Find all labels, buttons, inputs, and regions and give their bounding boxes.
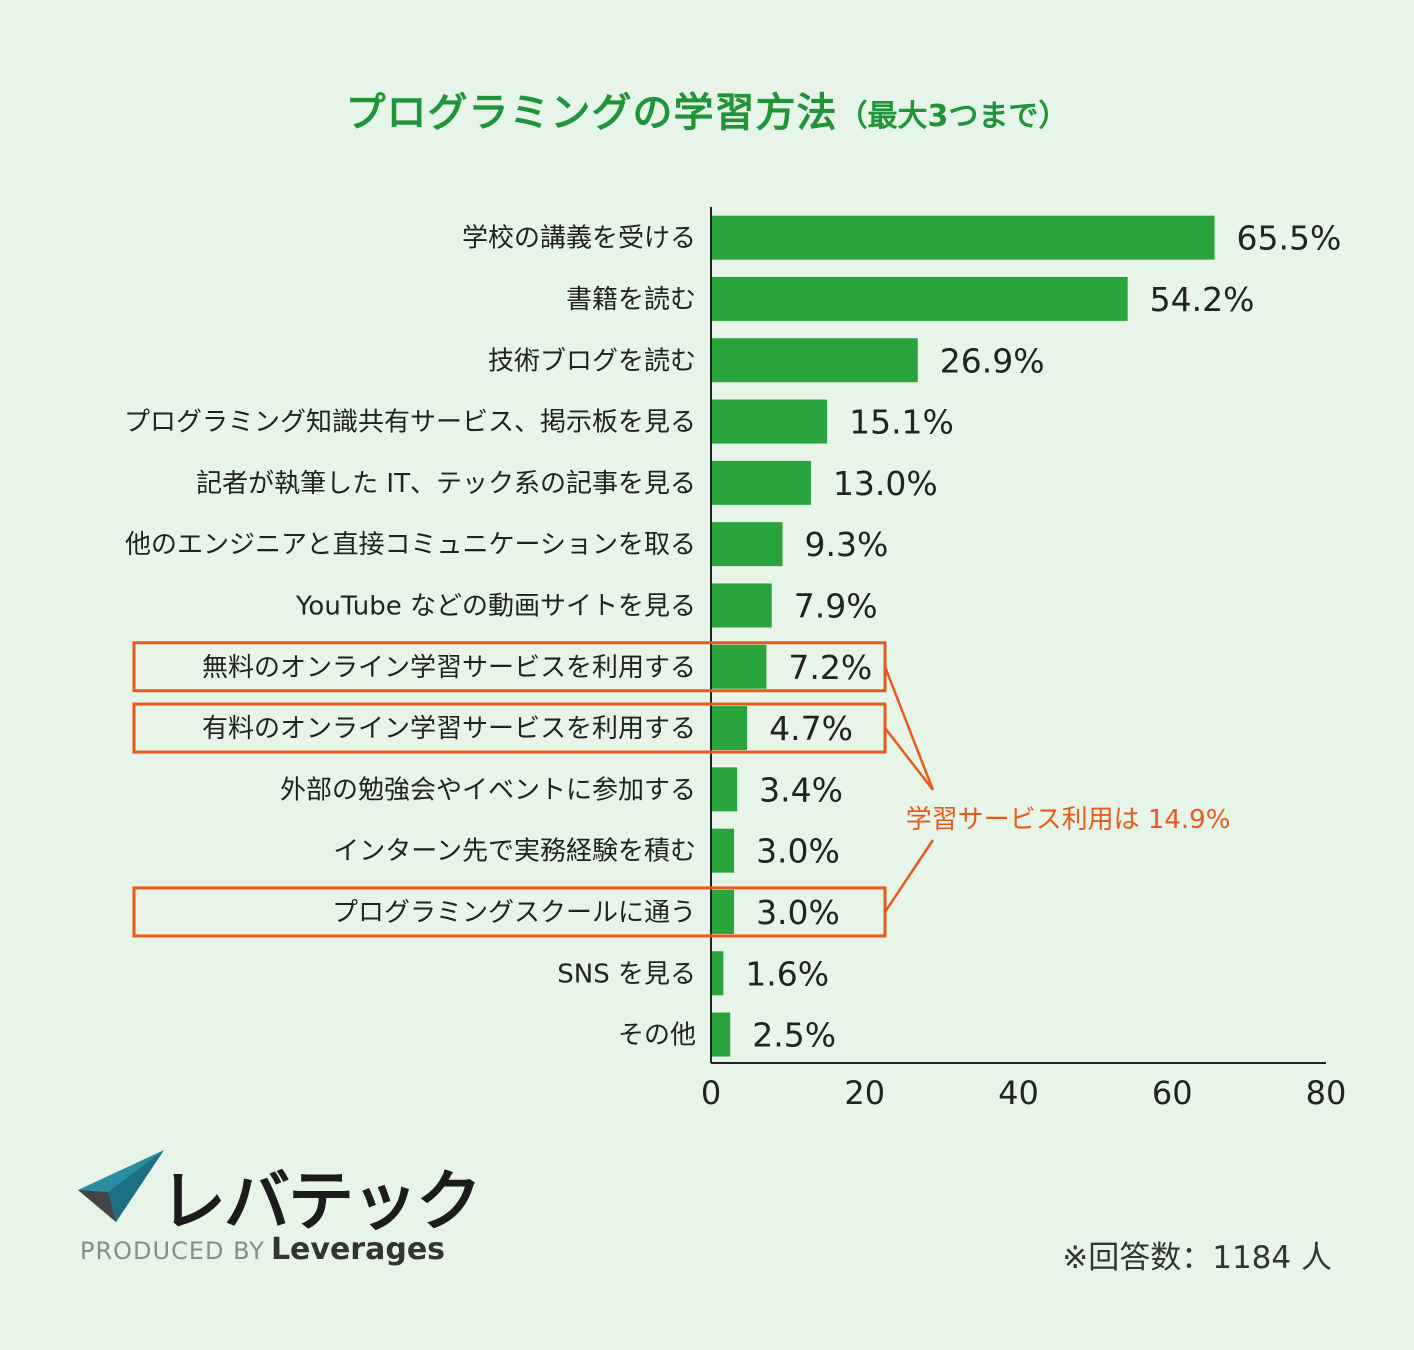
- value-label: 7.2%: [788, 648, 872, 687]
- value-label: 1.6%: [745, 954, 829, 993]
- logo-mark-icon: [78, 1150, 164, 1222]
- bar-chart: 学校の講義を受ける 65.5% 書籍を読む 54.2% 技術ブログを読む 26.9% プログ…: [124, 207, 1347, 1112]
- bar: [711, 644, 767, 689]
- bar: [711, 276, 1128, 321]
- category-label: 外部の勉強会やイベントに参加する: [280, 775, 696, 805]
- value-label: 2.5%: [752, 1016, 836, 1055]
- chart-title-main: プログラミングの学習方法: [345, 90, 838, 136]
- bar: [711, 828, 735, 873]
- category-label: 記者が執筆した IT、テック系の記事を見る: [196, 469, 696, 499]
- category-label: 有料のオンライン学習サービスを利用する: [202, 714, 696, 744]
- category-label: プログラミングスクールに通う: [332, 898, 696, 928]
- respondent-count: ※回答数：1184 人: [1062, 1240, 1332, 1276]
- bar: [711, 1012, 731, 1057]
- x-tick-label: 0: [701, 1074, 721, 1112]
- value-label: 3.4%: [759, 770, 843, 809]
- bar: [711, 889, 735, 934]
- category-label: 学校の講義を受ける: [462, 224, 696, 254]
- value-label: 3.0%: [756, 832, 840, 871]
- x-tick-label: 60: [1152, 1074, 1193, 1112]
- category-label: その他: [618, 1021, 696, 1051]
- brand-name: Leverages: [270, 1232, 446, 1267]
- callout-line: [883, 666, 935, 791]
- category-label: プログラミング知識共有サービス、掲示板を見る: [124, 408, 696, 438]
- callout-line: [884, 727, 934, 791]
- chart-title: プログラミングの学習方法（最大3つまで）: [0, 80, 1414, 138]
- x-tick-label: 20: [844, 1074, 885, 1112]
- value-label: 7.9%: [794, 586, 878, 625]
- bar: [711, 951, 724, 996]
- bar: [711, 215, 1215, 260]
- value-label: 65.5%: [1237, 219, 1342, 258]
- produced-by-label: PRODUCED BY: [80, 1237, 265, 1265]
- callout-line: [883, 839, 935, 913]
- category-label: 無料のオンライン学習サービスを利用する: [202, 653, 696, 683]
- value-label: 54.2%: [1150, 280, 1255, 319]
- value-label: 15.1%: [849, 403, 954, 442]
- callout-annotation: 学習サービス利用は 14.9%: [906, 805, 1231, 835]
- logo-text: レバテック: [160, 1163, 482, 1240]
- value-label: 13.0%: [833, 464, 938, 503]
- category-label: SNS を見る: [557, 959, 696, 989]
- value-label: 26.9%: [940, 341, 1045, 380]
- bar: [711, 522, 783, 567]
- value-label: 9.3%: [804, 525, 888, 564]
- produced-by: PRODUCED BY Leverages: [80, 1232, 445, 1267]
- x-tick-label: 80: [1306, 1074, 1347, 1112]
- bar: [711, 767, 738, 812]
- bar: [711, 583, 772, 628]
- bar: [711, 338, 918, 383]
- category-label: インターン先で実務経験を積む: [333, 837, 696, 867]
- value-label: 3.0%: [756, 893, 840, 932]
- bar: [711, 706, 748, 751]
- bar: [711, 460, 811, 505]
- x-tick-label: 40: [998, 1074, 1039, 1112]
- category-label: YouTube などの動画サイトを見る: [295, 591, 696, 621]
- category-label: 書籍を読む: [566, 285, 696, 315]
- category-label: 他のエンジニアと直接コミュニケーションを取る: [125, 530, 696, 560]
- chart-title-sub: （最大3つまで）: [837, 99, 1069, 134]
- value-label: 4.7%: [769, 709, 853, 748]
- category-label: 技術ブログを読む: [488, 346, 696, 376]
- bar: [711, 399, 828, 444]
